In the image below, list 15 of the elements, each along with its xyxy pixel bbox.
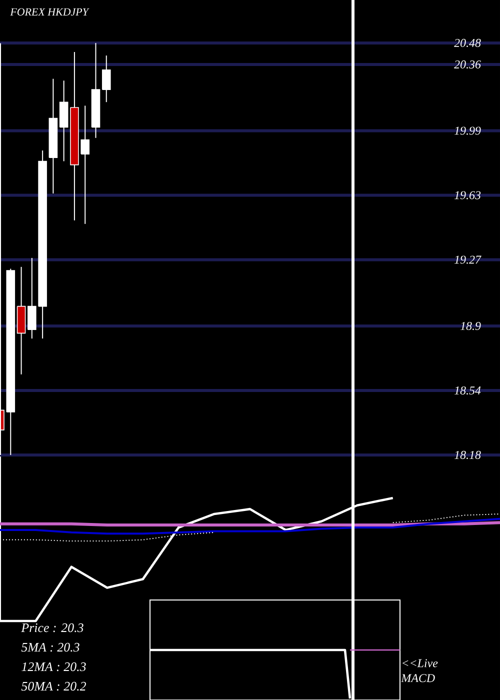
y-tick-label: 19.99 (454, 126, 481, 135)
candlestick (102, 55, 111, 103)
y-tick-label: 18.54 (454, 386, 481, 395)
y-tick-label: 18.9 (460, 322, 481, 330)
text: 12MA : 20.3 (22, 662, 86, 672)
text: Price : 20.3 (21, 623, 84, 632)
text: 50MA : 20.2 (21, 682, 86, 691)
y-tick-label: 19.27 (454, 256, 482, 264)
y-tick-label: 20.48 (454, 38, 481, 48)
text: FOREX HKDJPY (10, 8, 90, 16)
text: 5MA : 20.3 (21, 642, 80, 652)
y-tick-label: 18.18 (454, 450, 481, 460)
y-tick-label: 19.63 (454, 191, 481, 200)
text: <<Live MACD (401, 659, 438, 682)
y-tick-label: 20.36 (454, 60, 481, 69)
